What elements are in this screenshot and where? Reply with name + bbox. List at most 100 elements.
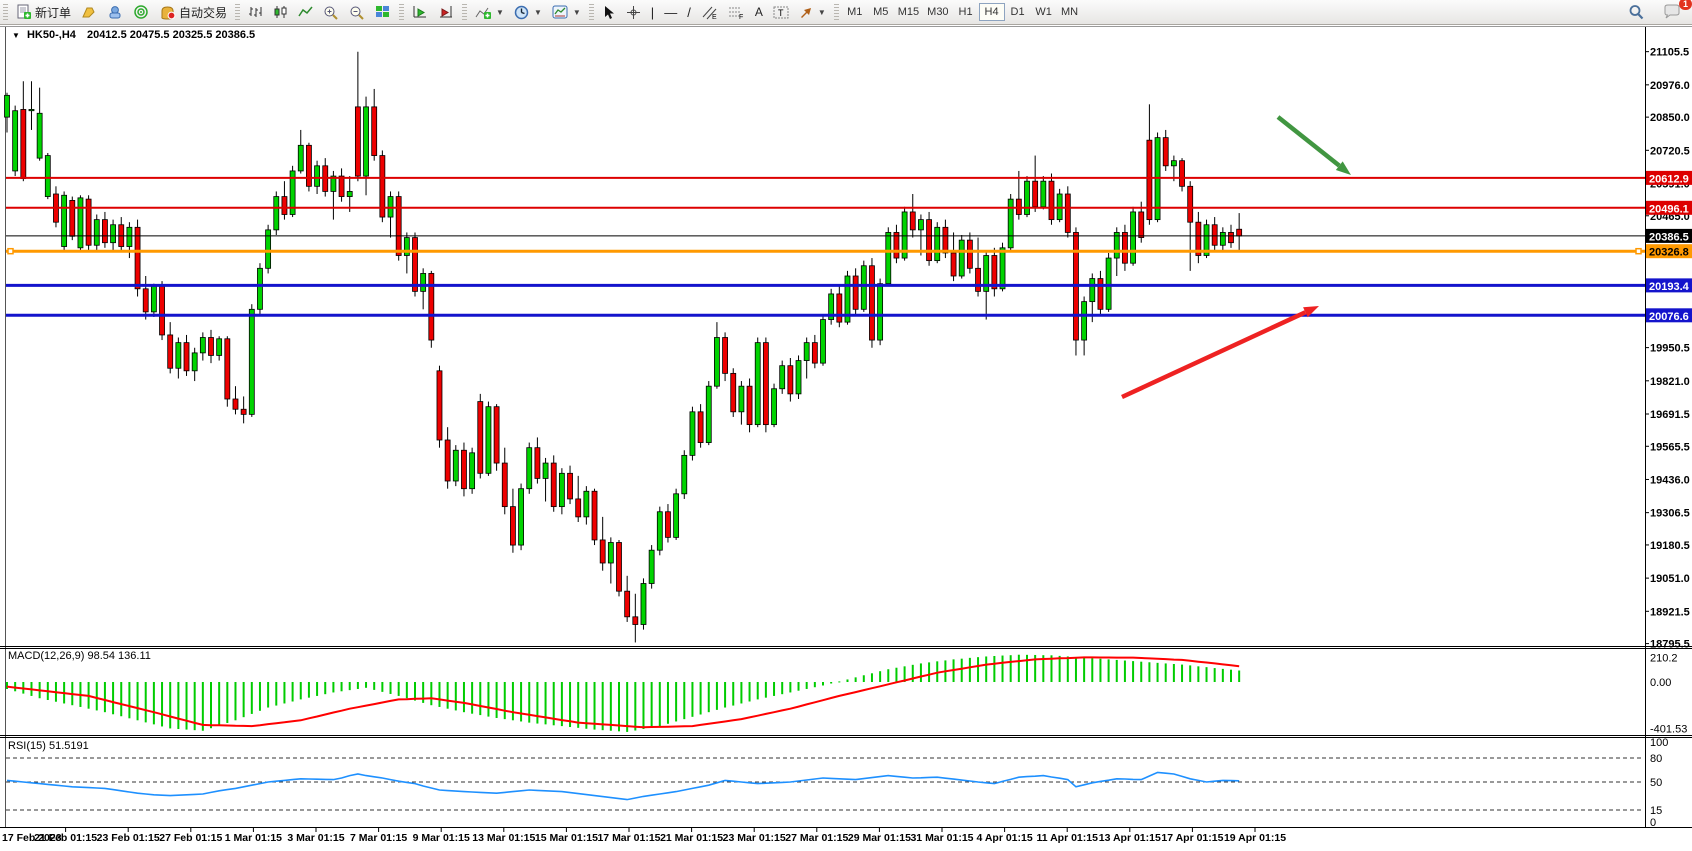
green-arrow-head[interactable] bbox=[1335, 161, 1351, 175]
red-arrow-head[interactable] bbox=[1303, 306, 1319, 318]
price-tick-label: 19565.5 bbox=[1650, 441, 1690, 453]
new-order-label: 新订单 bbox=[35, 5, 72, 20]
tf-d1-button[interactable]: D1 bbox=[1005, 3, 1031, 21]
chart-background[interactable] bbox=[0, 24, 1692, 851]
date-label: 17 Mar 01:15 bbox=[597, 832, 660, 844]
green-arrow[interactable] bbox=[1276, 115, 1341, 168]
price-tag-label: 20612.9 bbox=[1649, 173, 1689, 185]
date-label: 21 Feb 01:15 bbox=[34, 832, 97, 844]
date-label: 11 Apr 01:15 bbox=[1036, 832, 1098, 844]
macd-bar bbox=[405, 682, 408, 699]
candle-body bbox=[1113, 232, 1120, 259]
macd-bar bbox=[291, 682, 294, 702]
vertical-line-tool-button[interactable]: | bbox=[646, 2, 659, 22]
rsi-label: RSI(15) 51.5191 bbox=[8, 740, 89, 752]
candle-body bbox=[885, 232, 892, 285]
candle-body bbox=[167, 334, 174, 369]
price-tick-label: 19306.5 bbox=[1650, 508, 1690, 520]
horizontal-line-tool-button[interactable]: — bbox=[659, 2, 682, 22]
chevron-down-icon: ▼ bbox=[817, 7, 826, 17]
fibonacci-tool-button[interactable]: F bbox=[723, 2, 750, 22]
arrows-tool-button[interactable]: ▼ bbox=[794, 2, 831, 22]
drawing-tools-group: | — / E F A T ▼ bbox=[597, 0, 831, 24]
candle-body bbox=[493, 406, 500, 464]
line-handle[interactable] bbox=[7, 247, 14, 255]
macd-bar bbox=[593, 682, 596, 730]
candle-body bbox=[240, 408, 247, 415]
templates-button[interactable]: ▼ bbox=[547, 2, 586, 22]
macd-bar bbox=[879, 671, 882, 682]
candle-body bbox=[412, 237, 418, 292]
toolbar-grip bbox=[588, 4, 594, 20]
price-tag bbox=[1646, 228, 1692, 243]
tf-m1-button[interactable]: M1 bbox=[842, 3, 868, 21]
macd-bar bbox=[503, 682, 506, 720]
trendline-tool-button[interactable]: / bbox=[682, 2, 696, 22]
new-order-button[interactable]: 新订单 bbox=[11, 2, 76, 22]
search-button[interactable] bbox=[1623, 2, 1650, 22]
bar-chart-button[interactable] bbox=[243, 2, 268, 22]
candle-body bbox=[852, 275, 859, 310]
crosshair-tool-button[interactable] bbox=[621, 2, 646, 22]
rsi-tick-label: 15 bbox=[1650, 805, 1662, 817]
line-chart-button[interactable] bbox=[293, 2, 318, 22]
candle-body bbox=[820, 319, 826, 364]
svg-text:F: F bbox=[739, 14, 743, 20]
macd-bar bbox=[136, 682, 139, 721]
macd-bar bbox=[1099, 658, 1102, 682]
macd-bar bbox=[1197, 666, 1200, 682]
macd-bar bbox=[862, 675, 865, 682]
macd-bar bbox=[397, 682, 400, 696]
candle-body bbox=[77, 197, 84, 249]
auto-scroll-button[interactable] bbox=[407, 2, 433, 22]
cursor-tool-button[interactable] bbox=[597, 2, 621, 22]
tf-m30-button[interactable]: M30 bbox=[923, 3, 952, 21]
tf-h1-button[interactable]: H1 bbox=[953, 3, 979, 21]
tf-m5-button[interactable]: M5 bbox=[868, 3, 894, 21]
candle-body bbox=[779, 365, 786, 390]
candle-body bbox=[934, 226, 941, 262]
red-arrow[interactable] bbox=[1121, 310, 1307, 400]
macd-bar bbox=[773, 682, 776, 696]
signals-button[interactable] bbox=[128, 2, 154, 22]
tile-windows-button[interactable] bbox=[370, 2, 396, 22]
candlestick-chart-button[interactable] bbox=[268, 2, 293, 22]
tf-w1-button[interactable]: W1 bbox=[1031, 3, 1057, 21]
tf-h4-button[interactable]: H4 bbox=[978, 3, 1005, 21]
zoom-in-button[interactable] bbox=[318, 2, 344, 22]
line-handle[interactable] bbox=[1635, 247, 1642, 255]
text-tool-button[interactable]: A bbox=[750, 2, 768, 22]
metaeditor-button[interactable] bbox=[76, 2, 102, 22]
terminal-button[interactable] bbox=[102, 2, 128, 22]
channel-tool-button[interactable]: E bbox=[696, 2, 723, 22]
candle-body bbox=[248, 308, 255, 415]
autotrading-button[interactable]: 自动交易 bbox=[154, 2, 232, 22]
candle-body bbox=[746, 385, 753, 426]
tf-m15-button[interactable]: M15 bbox=[894, 3, 923, 21]
indicators-button[interactable]: ▼ bbox=[470, 2, 509, 22]
candle-body bbox=[1105, 257, 1112, 310]
macd-bar bbox=[830, 682, 833, 684]
macd-bar bbox=[977, 657, 980, 682]
macd-bar bbox=[381, 682, 384, 692]
macd-bar bbox=[895, 667, 898, 682]
toolbar: 新订单 自动交易 ▼ ▼ ▼ bbox=[0, 0, 1692, 25]
text-label-tool-button[interactable]: T bbox=[768, 2, 794, 22]
candle-body bbox=[216, 338, 223, 356]
candle-body bbox=[20, 109, 27, 180]
candles-layer bbox=[4, 51, 1243, 643]
chart-shift-button[interactable] bbox=[433, 2, 459, 22]
price-tick-label: 19051.0 bbox=[1650, 573, 1690, 585]
macd-bar bbox=[152, 682, 155, 725]
macd-bar bbox=[1074, 657, 1077, 682]
tf-mn-button[interactable]: MN bbox=[1057, 3, 1083, 21]
collapse-icon[interactable]: ▼ bbox=[12, 31, 20, 40]
notifications-button[interactable]: 1 bbox=[1658, 0, 1692, 22]
macd-bar bbox=[618, 682, 620, 732]
insert-group: ▼ ▼ ▼ bbox=[470, 0, 586, 24]
candle-body bbox=[395, 196, 402, 256]
periods-button[interactable]: ▼ bbox=[509, 2, 547, 22]
macd-bar bbox=[389, 682, 392, 694]
zoom-out-button[interactable] bbox=[344, 2, 370, 22]
